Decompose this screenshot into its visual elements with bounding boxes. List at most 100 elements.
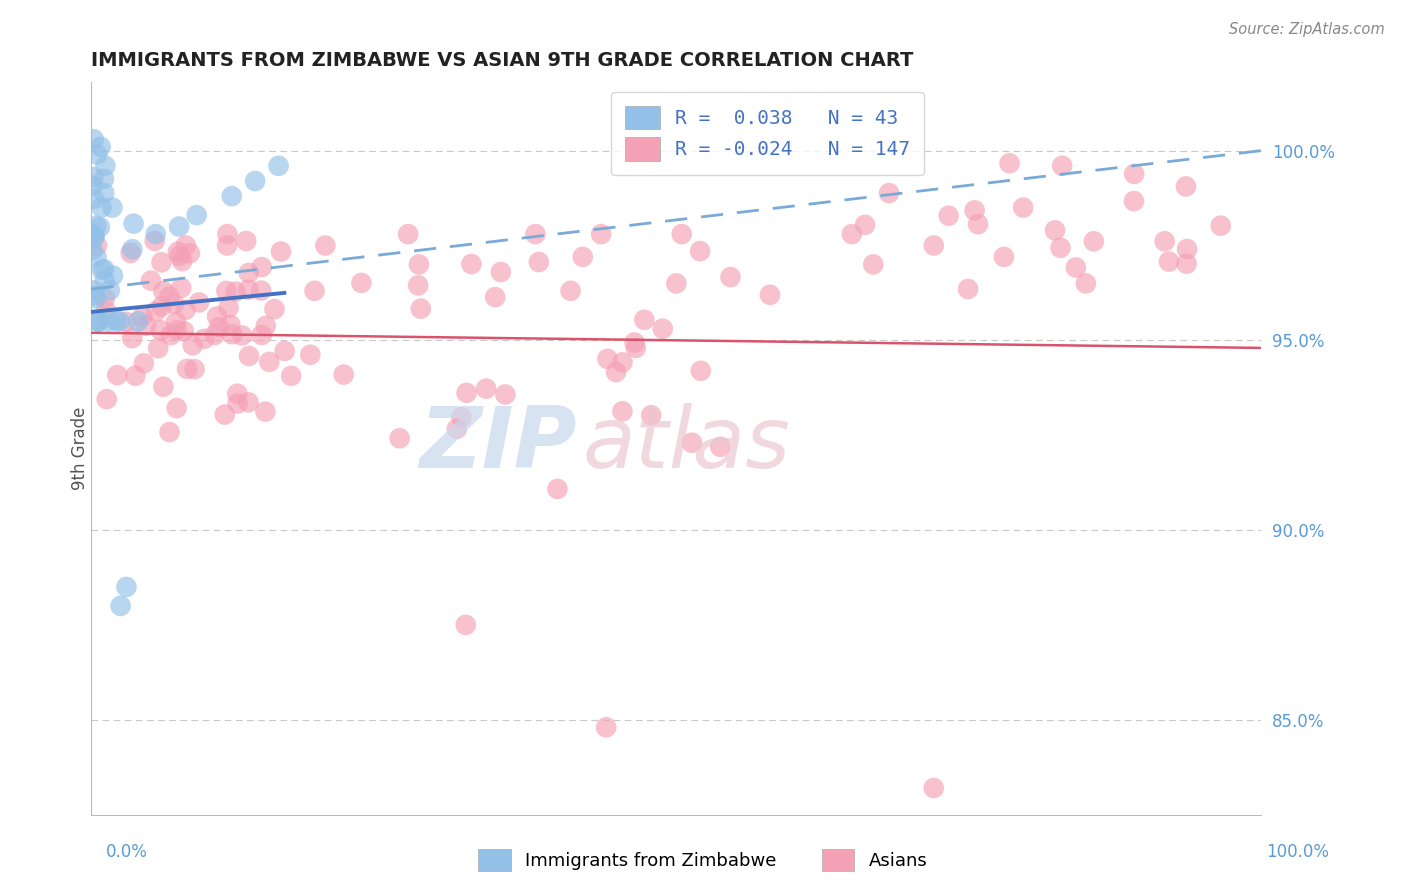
Point	[217, 227, 239, 241]
Point	[524, 227, 547, 241]
Text: atlas: atlas	[582, 403, 790, 486]
Point	[218, 301, 240, 315]
Point	[299, 348, 322, 362]
Point	[170, 281, 193, 295]
Point	[188, 295, 211, 310]
Point	[226, 396, 249, 410]
Point	[204, 328, 226, 343]
Point	[89, 220, 111, 235]
Point	[149, 323, 172, 337]
Point	[122, 217, 145, 231]
Point	[527, 255, 550, 269]
Point	[709, 440, 731, 454]
Point	[350, 276, 373, 290]
Point	[993, 250, 1015, 264]
Point	[280, 368, 302, 383]
Point	[159, 328, 181, 343]
Point	[120, 246, 142, 260]
Text: 100.0%: 100.0%	[1265, 843, 1329, 861]
Point	[105, 314, 128, 328]
Point	[90, 140, 112, 154]
Point	[450, 410, 472, 425]
Point	[263, 302, 285, 317]
Point	[110, 599, 132, 613]
Point	[166, 401, 188, 416]
Point	[173, 324, 195, 338]
Point	[665, 277, 688, 291]
Point	[238, 395, 260, 409]
Point	[176, 362, 198, 376]
Point	[640, 408, 662, 422]
Point	[169, 249, 191, 263]
Point	[150, 299, 173, 313]
Text: 0.0%: 0.0%	[105, 843, 148, 861]
Point	[221, 189, 243, 203]
Point	[101, 268, 124, 283]
Point	[560, 284, 582, 298]
Point	[759, 287, 782, 301]
Point	[571, 250, 593, 264]
Point	[93, 186, 115, 200]
Point	[238, 283, 260, 297]
Point	[108, 314, 131, 328]
Legend: R =  0.038   N = 43, R = -0.024   N = 147: R = 0.038 N = 43, R = -0.024 N = 147	[612, 92, 924, 175]
Point	[217, 238, 239, 252]
Point	[853, 218, 876, 232]
Point	[82, 170, 104, 185]
Point	[94, 159, 117, 173]
Point	[689, 364, 711, 378]
Point	[127, 314, 149, 328]
Point	[254, 318, 277, 333]
Text: ZIP: ZIP	[419, 403, 576, 486]
Point	[98, 283, 121, 297]
Point	[957, 282, 980, 296]
Point	[83, 192, 105, 206]
Point	[546, 482, 568, 496]
Point	[105, 368, 128, 382]
Point	[124, 368, 146, 383]
Point	[167, 244, 190, 259]
Point	[494, 387, 516, 401]
Point	[1175, 257, 1198, 271]
Point	[304, 284, 326, 298]
Point	[1012, 201, 1035, 215]
Point	[86, 147, 108, 161]
Point	[87, 314, 110, 328]
Point	[115, 315, 138, 329]
Text: Source: ZipAtlas.com: Source: ZipAtlas.com	[1229, 22, 1385, 37]
Point	[174, 302, 197, 317]
Point	[605, 365, 627, 379]
Point	[938, 209, 960, 223]
Point	[214, 408, 236, 422]
Point	[250, 284, 273, 298]
Point	[82, 243, 104, 257]
Point	[1064, 260, 1087, 275]
Point	[235, 234, 257, 248]
Point	[90, 201, 112, 215]
Point	[93, 172, 115, 186]
Point	[135, 318, 157, 333]
Point	[97, 314, 120, 328]
Point	[267, 159, 290, 173]
Point	[231, 328, 253, 343]
Point	[1175, 242, 1198, 256]
Point	[409, 301, 432, 316]
Point	[101, 201, 124, 215]
Point	[408, 257, 430, 271]
Point	[489, 265, 512, 279]
Point	[181, 338, 204, 352]
Point	[388, 431, 411, 445]
Point	[270, 244, 292, 259]
Point	[633, 313, 655, 327]
Point	[83, 288, 105, 302]
Point	[174, 238, 197, 252]
Point	[163, 297, 186, 311]
Point	[82, 227, 104, 242]
Point	[612, 355, 634, 369]
Legend: Immigrants from Zimbabwe, Asians: Immigrants from Zimbabwe, Asians	[471, 842, 935, 879]
Point	[243, 174, 266, 188]
Point	[396, 227, 419, 241]
Point	[93, 262, 115, 277]
Point	[612, 404, 634, 418]
Point	[967, 217, 990, 231]
